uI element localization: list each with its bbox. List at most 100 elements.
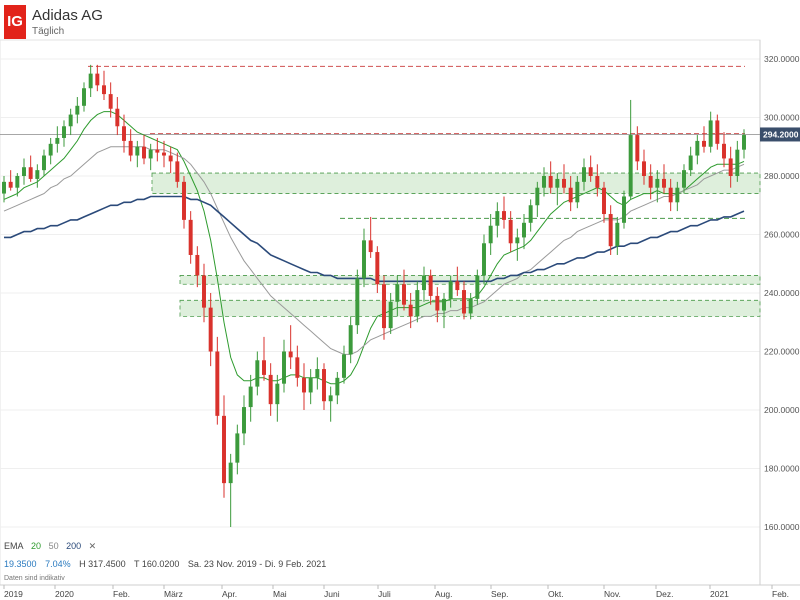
y-tick-label: 160.0000 [764, 522, 800, 532]
date-range: Sa. 23 Nov. 2019 - Di. 9 Feb. 2021 [187, 559, 327, 569]
y-tick-label: 280.0000 [764, 171, 800, 181]
y-tick-label: 320.0000 [764, 54, 800, 64]
candle-body [648, 176, 653, 188]
candle-body [475, 275, 480, 299]
candle-body [602, 187, 606, 215]
chart-header: IG Adidas AG Täglich [4, 5, 304, 45]
candle-body [468, 298, 473, 314]
candle-body [268, 374, 273, 405]
candle-body [222, 415, 226, 484]
candle-body [2, 181, 6, 194]
x-tick-label: Aug. [435, 589, 453, 599]
x-tick-label: Dez. [656, 589, 673, 599]
candle-body [48, 143, 53, 156]
candle-body [328, 395, 333, 402]
candle-body [515, 237, 520, 244]
x-tick-label: Sep. [491, 589, 509, 599]
y-axis: 160.0000 180.0000 200.0000 220.0000 240.0000… [764, 54, 800, 532]
candle-body [362, 240, 366, 279]
candle-body [595, 176, 600, 188]
x-tick-label: Juli [378, 589, 391, 599]
x-tick-label: 2021 [710, 589, 729, 599]
remove-indicator-icon[interactable]: ✕ [88, 541, 97, 551]
ema-lines [3, 111, 745, 385]
candle-body [695, 140, 700, 156]
candle-body [295, 357, 300, 378]
candle-body [735, 149, 740, 176]
change-percent: 7.04% [45, 559, 71, 569]
candle-body [215, 351, 220, 416]
y-tick-label: 220.0000 [764, 347, 800, 357]
x-tick-label: Mai [273, 589, 287, 599]
candle-body [355, 278, 360, 326]
candle-body [568, 187, 573, 203]
timeframe-label: Täglich [32, 26, 65, 37]
low-value: T 160.0200 [134, 559, 180, 569]
candle-body [435, 295, 440, 311]
candle-body [588, 167, 593, 176]
candle-body [262, 360, 266, 375]
change-value: 19.3500 [4, 559, 37, 569]
x-tick-label: 2020 [55, 589, 74, 599]
ema-20-line [3, 111, 745, 385]
candle-body [342, 354, 346, 378]
candle-body [728, 158, 733, 176]
candle-body [455, 281, 460, 291]
candle-body [15, 176, 20, 188]
candle-body [188, 219, 193, 255]
candle-body [335, 377, 340, 396]
candle-body [628, 135, 633, 197]
candle-body [275, 383, 280, 405]
candle-body [202, 275, 206, 308]
candle-body [288, 351, 293, 358]
y-tick-label: 300.0000 [764, 113, 800, 123]
candle-body [402, 284, 406, 305]
candle-body [182, 181, 186, 220]
candle-body [615, 222, 620, 247]
candle-body [395, 284, 400, 302]
candle-body [635, 135, 640, 162]
candle-body [662, 178, 666, 188]
candle-body [742, 135, 746, 150]
x-tick-label: Apr. [222, 589, 237, 599]
candle-body [88, 73, 93, 89]
candle-body [108, 94, 113, 109]
ema-50-period: 50 [48, 541, 59, 551]
candle-body [502, 211, 506, 220]
candle-body [82, 88, 86, 106]
candle-body [675, 187, 680, 203]
candle-body [348, 325, 353, 355]
x-tick-label: Feb. [113, 589, 130, 599]
candle-body [68, 114, 73, 127]
ema-label: EMA [4, 541, 24, 551]
candle-body [715, 120, 720, 144]
candle-body [555, 178, 560, 188]
candle-body [322, 369, 326, 402]
candle-body [702, 140, 706, 147]
candle-body [688, 155, 693, 171]
candle-body [655, 178, 660, 188]
y-tick-label: 240.0000 [764, 288, 800, 298]
y-tick-label: 200.0000 [764, 405, 800, 415]
instrument-title: Adidas AG [32, 7, 103, 24]
candle-body [302, 377, 306, 393]
candle-body [375, 252, 380, 285]
x-tick-label: Feb. [772, 589, 789, 599]
candle-body [382, 284, 386, 329]
candle-body [562, 178, 566, 188]
candle-body [168, 155, 173, 162]
candle-body [228, 462, 233, 484]
candle-body [582, 167, 586, 182]
candle-body [575, 181, 580, 203]
candle-body [488, 225, 493, 244]
candle-body [408, 304, 413, 317]
x-tick-label: Nov. [604, 589, 621, 599]
candle-body [8, 181, 13, 188]
candle-body [368, 240, 373, 253]
candle-body [642, 161, 646, 176]
candle-body [248, 386, 253, 408]
candle-body [148, 149, 153, 159]
candle-body [495, 211, 500, 226]
candle-body [102, 85, 106, 95]
